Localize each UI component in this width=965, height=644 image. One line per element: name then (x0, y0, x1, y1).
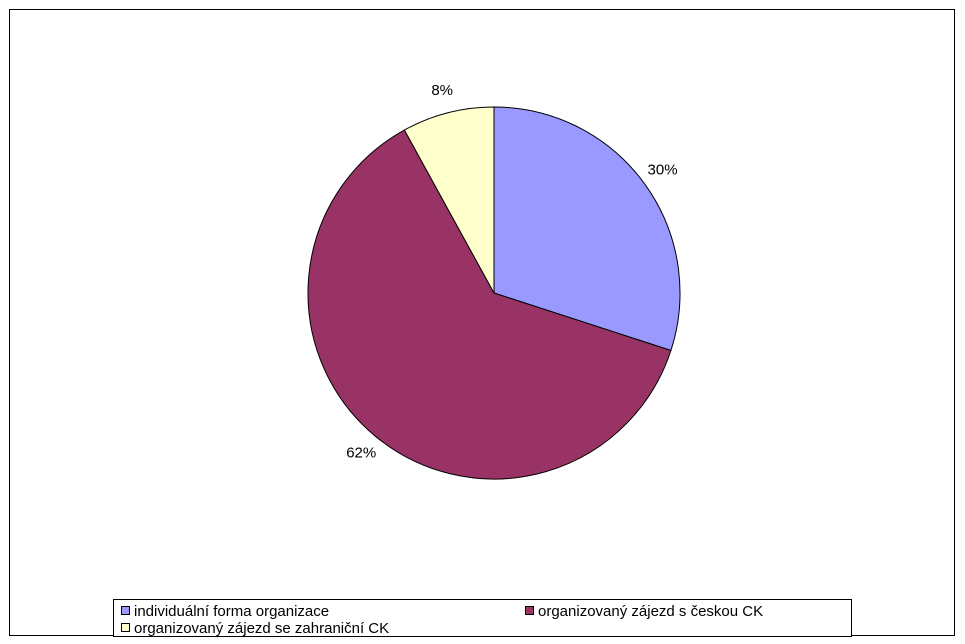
legend-swatch (121, 623, 130, 632)
pie-slice (307, 129, 672, 480)
legend-swatch (525, 606, 534, 615)
pie-slice (493, 106, 681, 352)
legend-label: organizovaný zájezd se zahraniční CK (134, 620, 389, 637)
legend-label: individuální forma organizace (134, 603, 329, 620)
legend-label: organizovaný zájezd s českou CK (538, 603, 763, 620)
legend-swatch (121, 606, 130, 615)
pie-slice (403, 106, 495, 294)
data-label: 30% (648, 162, 678, 179)
legend-box (113, 599, 852, 637)
data-label: 8% (431, 82, 453, 99)
data-label: 62% (346, 444, 376, 461)
